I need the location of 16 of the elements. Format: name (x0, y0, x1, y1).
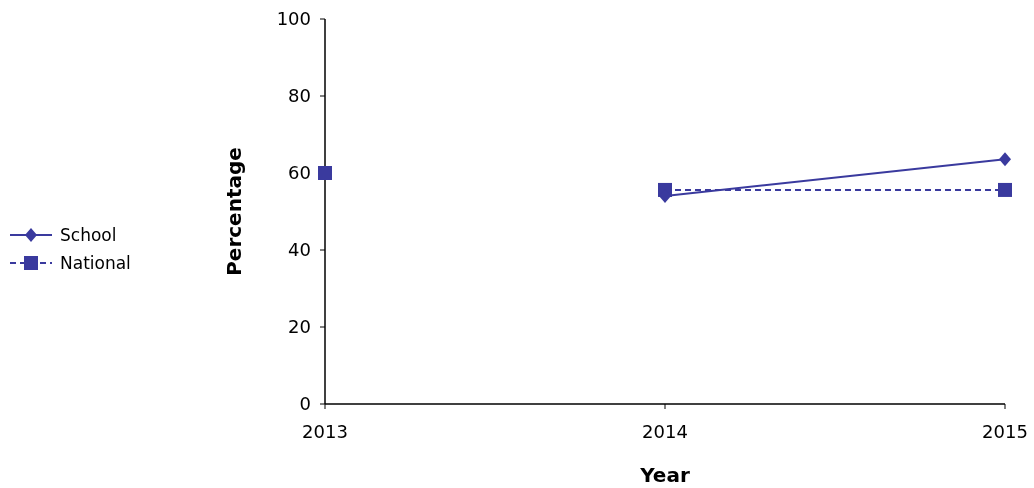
y-tick-label: 60 (288, 162, 311, 184)
point (999, 152, 1011, 167)
x-tick-label: 2013 (302, 421, 348, 442)
x-tick-label: 2014 (642, 421, 688, 442)
x-axis-title: Year (639, 463, 690, 487)
y-tick-label: 80 (288, 85, 311, 107)
y-axis-title: Percentage (222, 147, 246, 276)
y-tick-label: 100 (276, 8, 311, 30)
y-tick-label: 40 (288, 239, 311, 261)
x-tick-label: 2015 (982, 421, 1028, 442)
legend-label: National (60, 252, 131, 273)
point (998, 182, 1012, 197)
legend-label: School (60, 224, 117, 245)
y-tick-label: 20 (288, 316, 311, 338)
y-tick-label: 0 (299, 393, 311, 415)
point (318, 166, 332, 180)
